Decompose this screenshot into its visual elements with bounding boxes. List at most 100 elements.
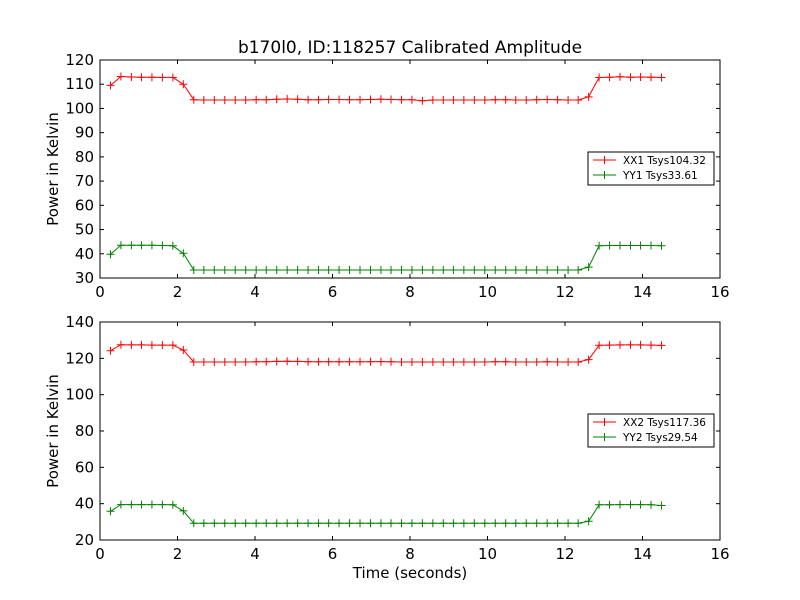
data-point-marker bbox=[459, 266, 468, 275]
x-tick-label: 4 bbox=[250, 545, 260, 563]
y-tick-label: 70 bbox=[75, 172, 94, 190]
x-tick-label: 16 bbox=[710, 283, 729, 301]
data-point-marker bbox=[314, 519, 323, 528]
data-point-marker bbox=[283, 519, 292, 528]
x-tick-label: 14 bbox=[633, 545, 652, 563]
data-point-marker bbox=[491, 519, 500, 528]
data-point-marker bbox=[304, 266, 313, 275]
data-point-marker bbox=[356, 95, 365, 104]
top-subplot: 0 2 4 6 8 10 12 14 16 30 40 50 60 70 80 90 100 110 120 Powe… bbox=[44, 51, 730, 301]
data-point-marker bbox=[241, 95, 250, 104]
data-point-marker bbox=[345, 519, 354, 528]
data-point-marker bbox=[116, 72, 125, 81]
data-point-marker bbox=[553, 357, 562, 366]
data-point-marker bbox=[366, 519, 375, 528]
data-point-marker bbox=[231, 357, 240, 366]
data-point-marker bbox=[147, 341, 156, 350]
y-tick-label: 120 bbox=[65, 51, 94, 69]
data-point-marker bbox=[626, 500, 635, 509]
data-point-marker bbox=[293, 357, 302, 366]
data-point-marker bbox=[543, 519, 552, 528]
data-point-marker bbox=[595, 341, 604, 350]
data-point-marker bbox=[501, 519, 510, 528]
y-tick-label: 50 bbox=[75, 221, 94, 239]
data-point-marker bbox=[179, 80, 188, 89]
data-point-marker bbox=[137, 340, 146, 349]
data-point-marker bbox=[199, 95, 208, 104]
data-point-marker bbox=[106, 346, 115, 355]
data-point-marker bbox=[387, 519, 396, 528]
data-point-marker bbox=[439, 95, 448, 104]
x-tick-label: 10 bbox=[478, 545, 497, 563]
x-tick-label: 8 bbox=[405, 283, 415, 301]
data-point-marker bbox=[376, 519, 385, 528]
data-point-marker bbox=[470, 95, 479, 104]
data-point-marker bbox=[147, 500, 156, 509]
data-point-marker bbox=[106, 507, 115, 516]
data-point-marker bbox=[283, 266, 292, 275]
data-point-marker bbox=[543, 357, 552, 366]
data-point-marker bbox=[428, 266, 437, 275]
y-tick-label: 40 bbox=[75, 245, 94, 263]
data-point-marker bbox=[314, 357, 323, 366]
data-point-marker bbox=[210, 95, 219, 104]
data-point-marker bbox=[127, 340, 136, 349]
y-axis-label: Power in Kelvin bbox=[44, 112, 62, 226]
data-point-marker bbox=[501, 266, 510, 275]
data-point-marker bbox=[314, 95, 323, 104]
data-point-marker bbox=[647, 73, 656, 82]
legend-box bbox=[587, 151, 715, 186]
data-point-marker bbox=[324, 357, 333, 366]
data-point-marker bbox=[293, 95, 302, 104]
data-point-marker bbox=[179, 249, 188, 258]
data-point-marker bbox=[584, 355, 593, 364]
data-point-marker bbox=[574, 95, 583, 104]
data-point-marker bbox=[532, 519, 541, 528]
data-point-marker bbox=[304, 519, 313, 528]
data-point-marker bbox=[345, 357, 354, 366]
data-point-marker bbox=[220, 95, 229, 104]
data-point-marker bbox=[616, 340, 625, 349]
data-point-marker bbox=[595, 73, 604, 82]
data-point-marker bbox=[595, 500, 604, 509]
data-point-marker bbox=[647, 341, 656, 350]
data-point-marker bbox=[241, 357, 250, 366]
data-point-marker bbox=[189, 266, 198, 275]
data-point-marker bbox=[179, 506, 188, 515]
data-point-marker bbox=[335, 519, 344, 528]
data-point-marker bbox=[543, 95, 552, 104]
data-point-marker bbox=[480, 357, 489, 366]
data-point-marker bbox=[553, 266, 562, 275]
data-point-marker bbox=[324, 95, 333, 104]
data-point-marker bbox=[636, 241, 645, 250]
data-point-marker bbox=[626, 241, 635, 250]
data-point-marker bbox=[231, 266, 240, 275]
data-point-marker bbox=[522, 95, 531, 104]
data-point-marker bbox=[366, 266, 375, 275]
data-point-marker bbox=[626, 340, 635, 349]
x-tick-label: 2 bbox=[173, 283, 183, 301]
data-point-marker bbox=[407, 95, 416, 104]
data-point-marker bbox=[501, 357, 510, 366]
data-point-marker bbox=[252, 357, 261, 366]
data-point-marker bbox=[449, 266, 458, 275]
data-point-marker bbox=[376, 95, 385, 104]
data-point-marker bbox=[189, 95, 198, 104]
data-point-marker bbox=[210, 357, 219, 366]
y-tick-label: 20 bbox=[75, 531, 94, 549]
data-point-marker bbox=[418, 519, 427, 528]
data-point-marker bbox=[605, 341, 614, 350]
x-tick-label: 2 bbox=[173, 545, 183, 563]
data-point-marker bbox=[314, 266, 323, 275]
data-point-marker bbox=[397, 519, 406, 528]
data-point-marker bbox=[262, 357, 271, 366]
data-point-marker bbox=[241, 266, 250, 275]
data-point-marker bbox=[584, 92, 593, 101]
legend-box bbox=[587, 413, 715, 448]
x-tick-label: 8 bbox=[405, 545, 415, 563]
data-point-marker bbox=[335, 357, 344, 366]
data-point-marker bbox=[511, 357, 520, 366]
data-point-marker bbox=[439, 357, 448, 366]
data-point-marker bbox=[137, 73, 146, 82]
